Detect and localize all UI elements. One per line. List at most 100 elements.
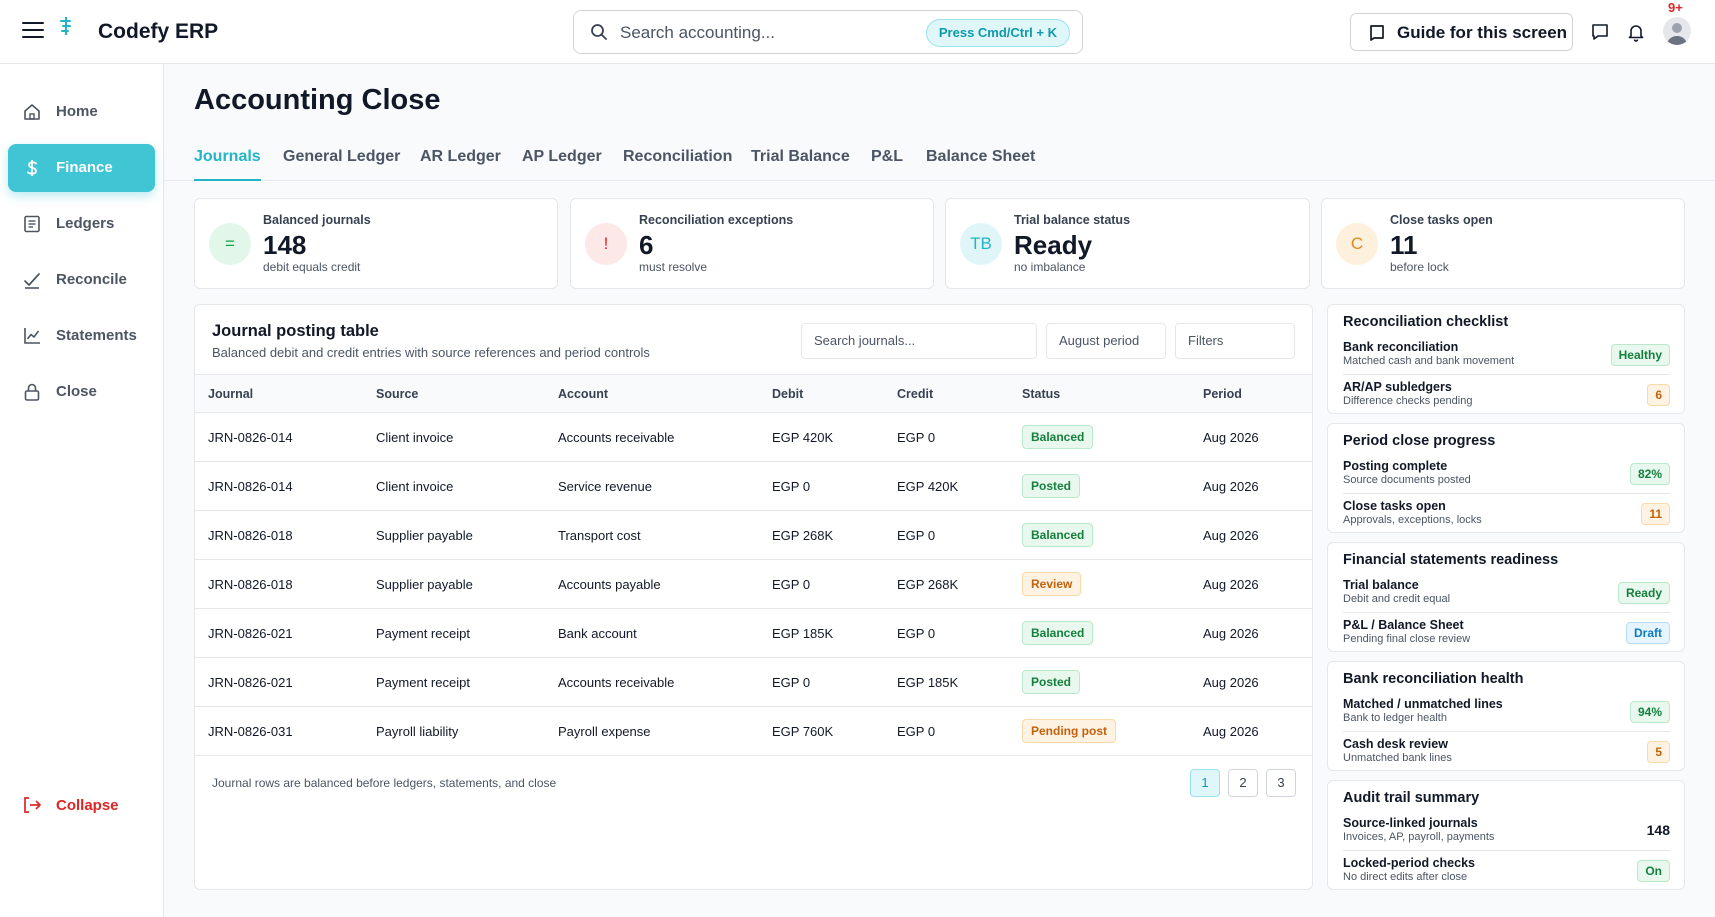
tab-ap-ledger[interactable]: AP Ledger: [522, 148, 602, 165]
kpi-label: Trial balance status: [1014, 213, 1131, 227]
cell-source: Supplier payable: [376, 577, 473, 592]
panel-row[interactable]: Trial balance Debit and credit equal Ready: [1343, 576, 1670, 612]
kpi-balanced-journals: = Balanced journals 148 debit equals cre…: [194, 198, 558, 289]
kpi-value: 148: [263, 230, 307, 260]
sidebar-item-home[interactable]: Home: [8, 88, 155, 136]
sidebar-item-label: Statements: [56, 327, 137, 344]
cell-source: Client invoice: [376, 479, 454, 494]
column-header[interactable]: Debit: [772, 387, 804, 401]
cell-journal: JRN-0826-021: [208, 626, 293, 641]
chat-icon[interactable]: [1590, 22, 1610, 42]
column-header[interactable]: Source: [376, 387, 419, 401]
panel-row-title: Trial balance: [1343, 578, 1419, 592]
search-input[interactable]: Search accounting...: [620, 23, 775, 42]
table-row[interactable]: JRN-0826-021 Payment receipt Accounts rece…: [195, 658, 1312, 707]
menu-icon[interactable]: [22, 22, 44, 40]
table-row[interactable]: JRN-0826-014 Client invoice Accounts recei…: [195, 413, 1312, 462]
avatar[interactable]: [1663, 17, 1691, 45]
panel-row[interactable]: P&L / Balance Sheet Pending final close r…: [1343, 612, 1670, 648]
cell-credit: EGP 0: [897, 626, 936, 641]
tab-trial-balance[interactable]: Trial Balance: [751, 148, 850, 165]
guide-button[interactable]: Guide for this screen: [1350, 13, 1573, 51]
cell-debit: EGP 268K: [772, 528, 834, 543]
panel-row-title: Bank reconciliation: [1343, 340, 1459, 354]
cell-journal: JRN-0826-018: [208, 528, 293, 543]
cell-credit: EGP 0: [897, 430, 936, 445]
close-tasks-icon: C: [1336, 223, 1378, 265]
panel-row[interactable]: AR/AP subledgers Difference checks pendin…: [1343, 374, 1670, 410]
tab-journals[interactable]: Journals: [194, 148, 261, 181]
panel-row[interactable]: Bank reconciliation Matched cash and bank…: [1343, 338, 1670, 374]
table-row[interactable]: JRN-0826-031 Payroll liability Payroll exp…: [195, 707, 1312, 756]
sidebar-item-statements[interactable]: Statements: [8, 312, 155, 360]
panel-row-title: Posting complete: [1343, 459, 1448, 473]
tabs-divider: [164, 180, 1715, 181]
sidebar-item-finance[interactable]: Finance: [8, 144, 155, 192]
cell-period: Aug 2026: [1203, 626, 1259, 641]
panel-row[interactable]: Cash desk review Unmatched bank lines 5: [1343, 731, 1670, 767]
panel-row-subtitle: No direct edits after close: [1343, 871, 1468, 883]
cell-period: Aug 2026: [1203, 724, 1259, 739]
panel-row-title: AR/AP subledgers: [1343, 380, 1452, 394]
tab-balance-sheet[interactable]: Balance Sheet: [926, 148, 1036, 165]
kpi-sub: before lock: [1390, 260, 1449, 274]
cell-account: Service revenue: [558, 479, 652, 494]
panel-row-subtitle: Bank to ledger health: [1343, 712, 1447, 724]
cell-debit: EGP 420K: [772, 430, 834, 445]
column-header[interactable]: Credit: [897, 387, 934, 401]
tab-ar-ledger[interactable]: AR Ledger: [420, 148, 501, 165]
panel-row[interactable]: Locked-period checks No direct edits afte…: [1343, 850, 1670, 886]
tab-general-ledger[interactable]: General Ledger: [283, 148, 401, 165]
collapse-label: Collapse: [56, 797, 119, 814]
period-filter-select[interactable]: August period: [1046, 323, 1166, 359]
guide-label: Guide for this screen: [1397, 23, 1568, 42]
sidebar-item-label: Close: [56, 383, 97, 400]
panel-row[interactable]: Matched / unmatched lines Bank to ledger …: [1343, 695, 1670, 731]
page-button-1[interactable]: 1: [1190, 769, 1220, 797]
global-search[interactable]: Search accounting... Press Cmd/Ctrl + K: [573, 10, 1083, 54]
cell-journal: JRN-0826-021: [208, 675, 293, 690]
status-badge: 6: [1647, 384, 1670, 406]
panel-row[interactable]: Posting complete Source documents posted 8…: [1343, 457, 1670, 493]
column-header[interactable]: Period: [1203, 387, 1242, 401]
sidebar-item-close[interactable]: Close: [8, 368, 155, 416]
panel-row-subtitle: Approvals, exceptions, locks: [1343, 514, 1482, 526]
kpi-value: Ready: [1014, 230, 1093, 260]
page-button-3[interactable]: 3: [1266, 769, 1296, 797]
cell-debit: EGP 0: [772, 577, 811, 592]
bell-icon[interactable]: [1626, 22, 1646, 42]
journal-search-input[interactable]: Search journals...: [801, 323, 1037, 359]
panel-row[interactable]: Close tasks open Approvals, exceptions, l…: [1343, 493, 1670, 529]
user-avatar-icon: [1667, 23, 1687, 45]
cell-credit: EGP 185K: [897, 675, 959, 690]
column-header[interactable]: Account: [558, 387, 608, 401]
panel-row-subtitle: Debit and credit equal: [1343, 593, 1451, 605]
tab-reconciliation[interactable]: Reconciliation: [623, 148, 733, 165]
panel-financial-statements-readiness: Financial statements readiness Trial bala…: [1327, 542, 1685, 652]
equals-icon: =: [209, 223, 251, 265]
column-header[interactable]: Journal: [208, 387, 254, 401]
panel-row-title: Cash desk review: [1343, 737, 1448, 751]
table-row[interactable]: JRN-0826-021 Payment receipt Bank account E…: [195, 609, 1312, 658]
panel-title: Audit trail summary: [1343, 790, 1480, 806]
status-badge: Balanced: [1022, 621, 1094, 645]
collapse-icon: [24, 797, 41, 813]
top-bar: Codefy ERP Search accounting... Press Cm…: [0, 0, 1715, 64]
sidebar-item-reconcile[interactable]: Reconcile: [8, 256, 155, 304]
page-button-2[interactable]: 2: [1228, 769, 1258, 797]
status-badge: Balanced: [1022, 523, 1094, 547]
panel-row[interactable]: Source-linked journals Invoices, AP, payr…: [1343, 814, 1670, 850]
table-footer-note: Journal rows are balanced before ledgers…: [212, 776, 557, 790]
kpi-sub: must resolve: [639, 260, 708, 274]
sidebar-item-ledgers[interactable]: Ledgers: [8, 200, 155, 248]
table-row[interactable]: JRN-0826-018 Supplier payable Transport co…: [195, 511, 1312, 560]
logo-icon: [60, 17, 71, 35]
tab-pl[interactable]: P&L: [871, 148, 903, 165]
table-row[interactable]: JRN-0826-018 Supplier payable Accounts pay…: [195, 560, 1312, 609]
filters-button[interactable]: Filters: [1175, 323, 1295, 359]
column-header[interactable]: Status: [1022, 387, 1061, 401]
panel-title: Bank reconciliation health: [1343, 671, 1524, 687]
table-row[interactable]: JRN-0826-014 Client invoice Service revenu…: [195, 462, 1312, 511]
notification-badge: 9+: [1668, 0, 1683, 15]
home-icon: [24, 104, 40, 120]
